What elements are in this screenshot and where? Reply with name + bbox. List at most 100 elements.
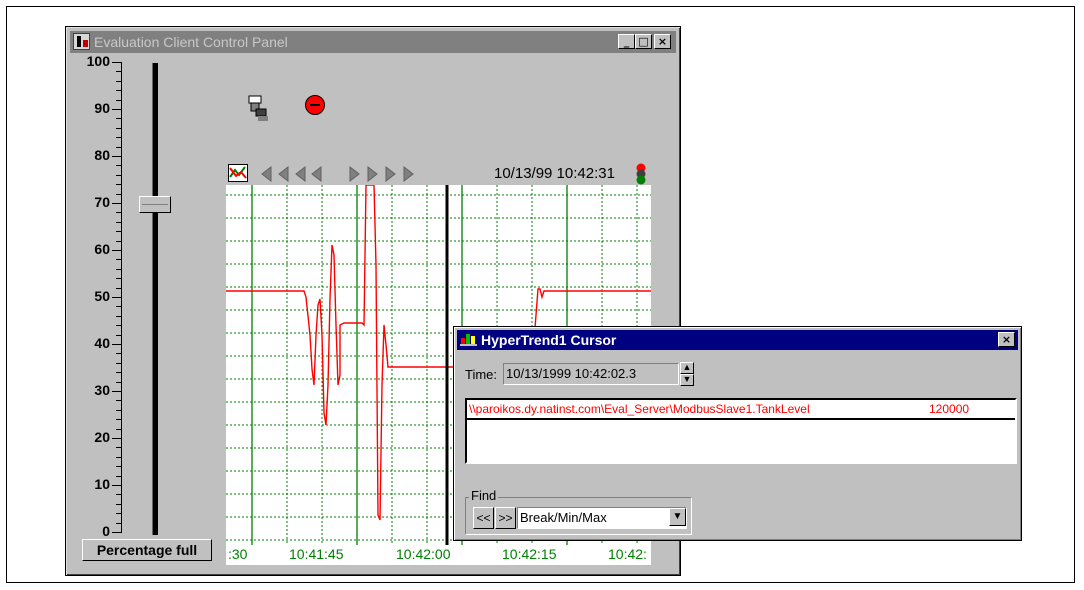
- scroll-right-icon[interactable]: [385, 166, 396, 182]
- scale-minor-tick: [116, 353, 122, 355]
- scroll-left-step-icon[interactable]: [295, 166, 306, 182]
- tag-value: 120000: [929, 402, 970, 416]
- app-icon: [73, 33, 90, 50]
- scale-minor-tick: [116, 137, 122, 139]
- chevron-down-icon[interactable]: ▼: [669, 508, 686, 526]
- scale-label: 90: [94, 100, 110, 116]
- maximize-button[interactable]: □: [635, 34, 652, 49]
- time-label-5: 10:42:: [608, 546, 647, 562]
- find-next-button[interactable]: >>: [495, 507, 516, 529]
- scale-major-tick: [112, 109, 122, 110]
- cursor-dialog-close-button[interactable]: ×: [998, 332, 1015, 347]
- scale-label: 80: [94, 147, 110, 163]
- control-panel-titlebar[interactable]: Evaluation Client Control Panel _ □ ×: [70, 31, 676, 53]
- scale-minor-tick: [116, 306, 122, 308]
- scale-minor-tick: [116, 278, 122, 280]
- scale-minor-tick: [116, 165, 122, 167]
- scale-minor-tick: [116, 409, 122, 411]
- valve-icon: [248, 95, 268, 121]
- time-spin-down[interactable]: ▼: [680, 374, 694, 386]
- scale-label: 40: [94, 335, 110, 351]
- scale-label: 10: [94, 476, 110, 492]
- scale-label: 0: [102, 523, 110, 539]
- close-button[interactable]: ×: [654, 34, 671, 49]
- scroll-right-fast-icon[interactable]: [403, 166, 414, 182]
- scroll-right-small-icon[interactable]: [349, 166, 360, 182]
- time-label-2: 10:41:45: [289, 546, 344, 562]
- scale-minor-tick: [116, 71, 122, 73]
- time-label-3: 10:42:00: [396, 546, 451, 562]
- scale-label: 100: [86, 53, 110, 69]
- cursor-time-field[interactable]: 10/13/1999 10:42:02.3: [503, 363, 679, 385]
- hypertrend-app-icon: [460, 334, 477, 346]
- scale-minor-tick: [116, 522, 122, 524]
- scale-minor-tick: [116, 287, 122, 289]
- scroll-right-step-icon[interactable]: [367, 166, 378, 182]
- scale-minor-tick: [116, 146, 122, 148]
- scale-major-tick: [112, 344, 122, 345]
- scale-minor-tick: [116, 99, 122, 101]
- trend-time-axis: :30 10:41:45 10:42:00 10:42:15 10:42:: [226, 545, 651, 565]
- trend-legend-icon[interactable]: [228, 164, 248, 182]
- scale-minor-tick: [116, 231, 122, 233]
- scale-label: 50: [94, 288, 110, 304]
- time-label: Time:: [465, 367, 498, 382]
- scale-label: 70: [94, 194, 110, 210]
- scale-label: 20: [94, 429, 110, 445]
- scale-minor-tick: [116, 221, 122, 223]
- scale-minor-tick: [116, 334, 122, 336]
- minimize-button[interactable]: _: [618, 34, 635, 49]
- scroll-left-fast-icon[interactable]: [261, 166, 272, 182]
- scale-minor-tick: [116, 184, 122, 186]
- alarm-indicator-icon: [305, 95, 325, 115]
- scale-major-tick: [112, 62, 122, 63]
- scale-minor-tick: [116, 362, 122, 364]
- scale-minor-tick: [116, 240, 122, 242]
- scale-minor-tick: [116, 372, 122, 374]
- scroll-left-small-icon[interactable]: [311, 166, 322, 182]
- scale-minor-tick: [116, 466, 122, 468]
- scale-minor-tick: [116, 419, 122, 421]
- slider-thumb[interactable]: [139, 196, 171, 213]
- scale-minor-tick: [116, 456, 122, 458]
- time-spin-up[interactable]: ▲: [680, 362, 694, 374]
- scale-minor-tick: [116, 475, 122, 477]
- scale-minor-tick: [116, 513, 122, 515]
- scale-minor-tick: [116, 494, 122, 496]
- scale-major-tick: [112, 438, 122, 439]
- cursor-dialog-titlebar[interactable]: HyperTrend1 Cursor ×: [457, 330, 1018, 350]
- scale-minor-tick: [116, 268, 122, 270]
- find-group-label: Find: [469, 488, 499, 503]
- scale-minor-tick: [116, 325, 122, 327]
- scale-major-tick: [112, 485, 122, 486]
- scale-major-tick: [112, 297, 122, 298]
- find-group: [465, 497, 692, 535]
- slider-track[interactable]: [152, 63, 158, 535]
- scale-minor-tick: [116, 315, 122, 317]
- find-previous-button[interactable]: <<: [473, 507, 494, 529]
- scale-minor-tick: [116, 80, 122, 82]
- scale-label: 30: [94, 382, 110, 398]
- time-label-4: 10:42:15: [502, 546, 557, 562]
- trend-nav-arrows[interactable]: [260, 166, 430, 182]
- scale-axis-line: [121, 62, 122, 532]
- scale-minor-tick: [116, 193, 122, 195]
- scroll-left-icon[interactable]: [278, 166, 289, 182]
- scale-minor-tick: [116, 259, 122, 261]
- scale-minor-tick: [116, 400, 122, 402]
- percentage-full-button[interactable]: Percentage full: [82, 539, 212, 561]
- scale-minor-tick: [116, 118, 122, 120]
- scale-minor-tick: [116, 503, 122, 505]
- hypertrend-cursor-dialog: HyperTrend1 Cursor × Time: 10/13/1999 10…: [453, 326, 1022, 541]
- scale-minor-tick: [116, 174, 122, 176]
- traffic-light-icon: [636, 163, 646, 185]
- scale-label: 60: [94, 241, 110, 257]
- scale-minor-tick: [116, 127, 122, 129]
- trend-timestamp: 10/13/99 10:42:31: [494, 165, 615, 182]
- time-label-1: :30: [228, 546, 248, 562]
- cursor-values-list[interactable]: \\paroikos.dy.natinst.com\Eval_Server\Mo…: [465, 398, 1017, 464]
- scale-major-tick: [112, 391, 122, 392]
- find-mode-select[interactable]: Break/Min/Max ▼: [517, 507, 687, 529]
- trend-toolbar: 10/13/99 10:42:31: [226, 162, 651, 185]
- list-row[interactable]: \\paroikos.dy.natinst.com\Eval_Server\Mo…: [467, 400, 1015, 420]
